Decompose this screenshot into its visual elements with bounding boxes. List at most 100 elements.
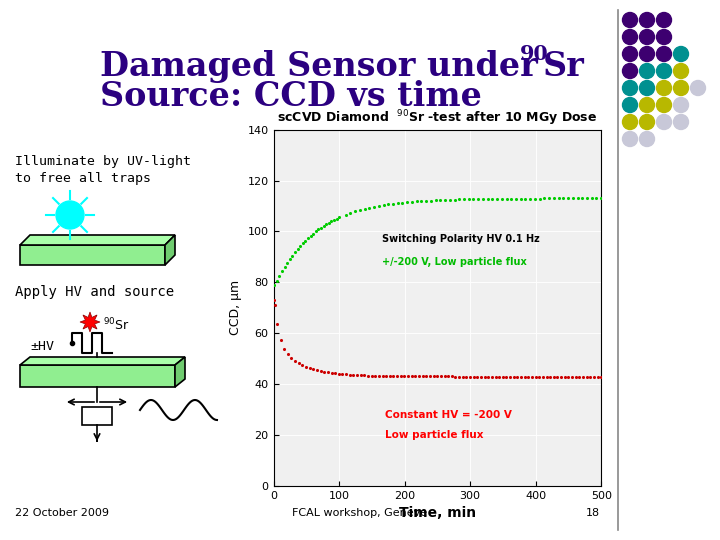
Point [366, 372, 377, 380]
Point [318, 367, 330, 376]
Point [458, 195, 469, 204]
Point [276, 267, 288, 276]
Polygon shape [20, 357, 185, 365]
Y-axis label: CCD, μm: CCD, μm [229, 280, 242, 335]
Point [425, 196, 436, 205]
Point [364, 204, 375, 212]
Point [287, 251, 298, 260]
Point [501, 194, 513, 203]
Point [392, 372, 403, 381]
Text: Damaged Sensor under: Damaged Sensor under [100, 50, 549, 83]
Point [493, 372, 505, 381]
Circle shape [657, 64, 672, 78]
Point [289, 357, 301, 366]
Circle shape [657, 80, 672, 96]
Point [269, 301, 281, 309]
Point [373, 372, 384, 380]
Circle shape [657, 30, 672, 44]
Point [325, 217, 337, 226]
Point [305, 232, 316, 240]
Point [553, 194, 564, 202]
Point [271, 276, 283, 285]
Point [491, 194, 503, 203]
Text: Low particle flux: Low particle flux [385, 430, 484, 440]
Circle shape [623, 12, 637, 28]
Circle shape [657, 114, 672, 130]
Point [289, 248, 301, 256]
Circle shape [56, 201, 84, 229]
Point [293, 359, 305, 368]
Polygon shape [175, 357, 185, 387]
Point [450, 372, 462, 381]
Point [461, 372, 472, 381]
Circle shape [673, 64, 688, 78]
Point [477, 194, 489, 203]
Point [373, 201, 384, 210]
Point [406, 372, 418, 381]
Point [595, 372, 607, 381]
Point [330, 214, 342, 223]
Circle shape [623, 98, 637, 112]
Point [322, 368, 333, 377]
Circle shape [639, 98, 654, 112]
Point [505, 194, 517, 203]
Point [315, 224, 327, 232]
Point [510, 194, 522, 203]
Point [570, 372, 582, 381]
Point [359, 205, 370, 213]
Point [475, 372, 487, 381]
Circle shape [623, 64, 637, 78]
Point [449, 195, 460, 204]
Circle shape [623, 30, 637, 44]
Point [362, 372, 374, 380]
Point [544, 372, 556, 381]
Point [380, 372, 392, 380]
Polygon shape [80, 312, 100, 332]
Point [340, 211, 351, 219]
Point [472, 372, 483, 381]
Text: ±HV: ±HV [30, 340, 54, 353]
Point [402, 198, 413, 206]
Point [413, 372, 425, 381]
Circle shape [639, 30, 654, 44]
Point [297, 361, 308, 370]
Point [482, 372, 494, 381]
Text: Illuminate by UV-light: Illuminate by UV-light [15, 155, 191, 168]
Point [411, 197, 423, 206]
Circle shape [639, 80, 654, 96]
Point [457, 372, 469, 381]
Point [446, 372, 457, 381]
Point [479, 372, 490, 381]
Point [351, 371, 363, 380]
Polygon shape [165, 235, 175, 265]
Point [311, 366, 323, 375]
Point [562, 194, 574, 202]
Point [548, 194, 559, 203]
Polygon shape [20, 245, 165, 265]
Point [349, 207, 361, 216]
Text: Apply HV and source: Apply HV and source [15, 285, 174, 299]
Point [304, 364, 315, 373]
Point [430, 196, 441, 205]
Text: $^{90}$Sr: $^{90}$Sr [103, 317, 130, 334]
Circle shape [639, 46, 654, 62]
Point [530, 372, 541, 381]
Point [268, 296, 279, 305]
Circle shape [623, 114, 637, 130]
Point [318, 221, 329, 230]
Point [300, 236, 311, 245]
Point [435, 372, 446, 381]
Polygon shape [20, 365, 175, 387]
Point [567, 372, 578, 381]
Point [526, 372, 538, 381]
Point [307, 365, 319, 374]
Point [592, 372, 603, 381]
Point [282, 350, 294, 359]
Point [585, 372, 596, 381]
Point [302, 234, 314, 242]
Point [557, 194, 569, 202]
Point [320, 220, 332, 228]
Text: 90: 90 [520, 44, 549, 64]
Point [325, 369, 337, 377]
Point [323, 218, 335, 227]
